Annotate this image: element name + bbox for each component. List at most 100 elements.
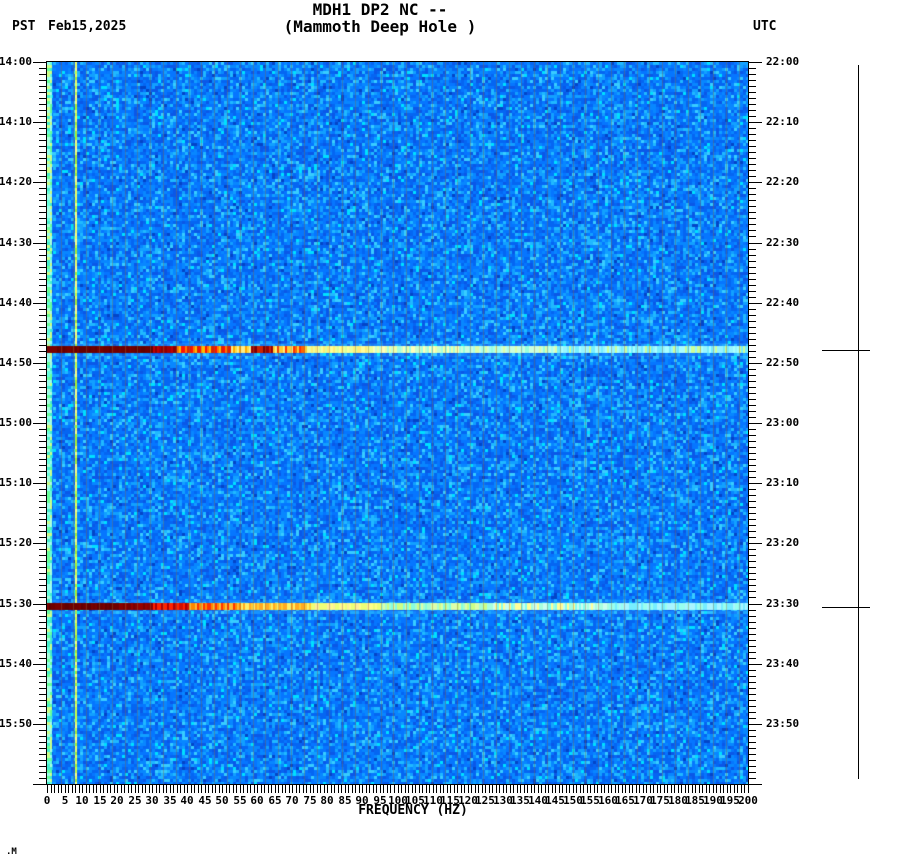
freq-axis-tick	[219, 785, 220, 793]
freq-axis-tick	[569, 785, 570, 793]
freq-axis-tick	[590, 785, 591, 793]
freq-axis-tick	[114, 785, 115, 793]
freq-axis-tick-label: 100	[388, 794, 408, 807]
freq-axis-tick	[723, 785, 724, 793]
freq-axis-tick	[419, 785, 420, 793]
left-axis-tick	[39, 417, 47, 418]
date-label: Feb15,2025	[48, 19, 127, 34]
freq-axis-tick	[646, 785, 647, 793]
freq-axis-tick	[359, 785, 360, 793]
right-axis-tick-label: 22:00	[766, 55, 800, 68]
freq-axis-tick	[527, 785, 528, 793]
freq-axis-tick	[436, 785, 437, 793]
right-axis-tick	[748, 303, 762, 304]
right-axis-tick	[748, 573, 756, 574]
right-axis-tick	[748, 188, 756, 189]
left-axis-tick	[39, 513, 47, 514]
freq-axis-tick	[468, 785, 469, 793]
freq-axis-tick	[103, 785, 104, 793]
left-axis-tick	[39, 694, 47, 695]
left-axis-tick	[39, 387, 47, 388]
right-axis-tick	[748, 688, 756, 689]
freq-axis-tick	[517, 785, 518, 793]
right-axis-tick	[748, 778, 756, 779]
left-axis-tick	[39, 742, 47, 743]
freq-axis-tick	[524, 785, 525, 793]
freq-axis-tick-label: 115	[440, 794, 460, 807]
left-axis-tick	[33, 243, 47, 244]
freq-axis-tick	[685, 785, 686, 793]
left-axis-tick	[39, 236, 47, 237]
freq-axis-tick	[352, 785, 353, 793]
freq-axis-tick-label: 75	[303, 794, 317, 807]
right-axis-tick	[748, 585, 756, 586]
right-axis-tick	[748, 429, 756, 430]
freq-axis-tick	[383, 785, 384, 793]
right-axis-tick	[748, 279, 756, 280]
left-axis-tick	[39, 291, 47, 292]
left-axis-tick-label: 14:20	[0, 175, 32, 188]
right-axis-tick	[748, 646, 756, 647]
freq-axis-tick	[173, 785, 174, 793]
right-axis-tick	[748, 194, 756, 195]
left-axis-tick	[39, 525, 47, 526]
freq-axis-tick	[636, 785, 637, 793]
right-axis-tick	[748, 561, 756, 562]
left-axis-tick	[39, 381, 47, 382]
right-axis-tick-label: 23:50	[766, 717, 800, 730]
freq-axis-tick	[264, 785, 265, 793]
frequency-axis-label: FREQUENCY (HZ)	[358, 803, 468, 818]
freq-axis-tick	[341, 785, 342, 793]
right-axis-tick-label: 22:50	[766, 356, 800, 369]
freq-axis-tick	[531, 785, 532, 793]
freq-axis-tick	[415, 785, 416, 793]
left-axis-tick	[39, 315, 47, 316]
freq-axis-tick	[310, 785, 311, 793]
freq-axis-tick	[678, 785, 679, 793]
left-axis-tick	[39, 435, 47, 436]
freq-axis-tick	[513, 785, 514, 793]
left-axis-tick-label: 15:10	[0, 476, 32, 489]
right-axis-tick	[748, 321, 756, 322]
right-axis-tick	[748, 718, 756, 719]
freq-axis-tick	[348, 785, 349, 793]
right-axis-tick	[748, 285, 756, 286]
left-axis-tick	[39, 164, 47, 165]
left-axis-tick	[39, 441, 47, 442]
freq-axis-tick	[671, 785, 672, 793]
left-axis-tick	[39, 676, 47, 677]
freq-axis-tick-label: 10	[75, 794, 89, 807]
freq-axis-tick	[583, 785, 584, 793]
left-axis-tick	[33, 182, 47, 183]
freq-axis-tick	[170, 785, 171, 793]
freq-axis-tick	[734, 785, 735, 793]
right-axis-tick	[748, 122, 762, 123]
freq-axis-tick-label: 5	[61, 794, 69, 807]
freq-axis-tick	[184, 785, 185, 793]
freq-axis-tick	[727, 785, 728, 793]
freq-axis-tick-label: 30	[145, 794, 159, 807]
freq-axis-tick-label: 155	[580, 794, 600, 807]
right-axis-tick	[748, 453, 756, 454]
freq-axis-tick	[520, 785, 521, 793]
freq-axis-tick	[338, 785, 339, 793]
freq-axis-tick	[261, 785, 262, 793]
right-axis-tick	[748, 86, 756, 87]
freq-axis-tick-label: 20	[110, 794, 124, 807]
freq-axis-tick	[345, 785, 346, 793]
right-axis-tick	[748, 543, 762, 544]
freq-axis-tick-label: 110	[423, 794, 443, 807]
right-axis-tick	[748, 236, 756, 237]
right-axis-tick	[748, 62, 762, 63]
right-axis-tick	[748, 369, 756, 370]
left-axis-tick	[39, 718, 47, 719]
freq-axis-tick	[730, 785, 731, 793]
freq-axis-tick	[405, 785, 406, 793]
freq-axis-tick	[369, 785, 370, 793]
left-axis-tick	[39, 194, 47, 195]
right-axis-tick	[748, 110, 756, 111]
left-axis-tick	[39, 212, 47, 213]
right-axis-tick	[748, 760, 756, 761]
right-axis-tick	[748, 98, 756, 99]
right-axis-tick	[748, 465, 756, 466]
